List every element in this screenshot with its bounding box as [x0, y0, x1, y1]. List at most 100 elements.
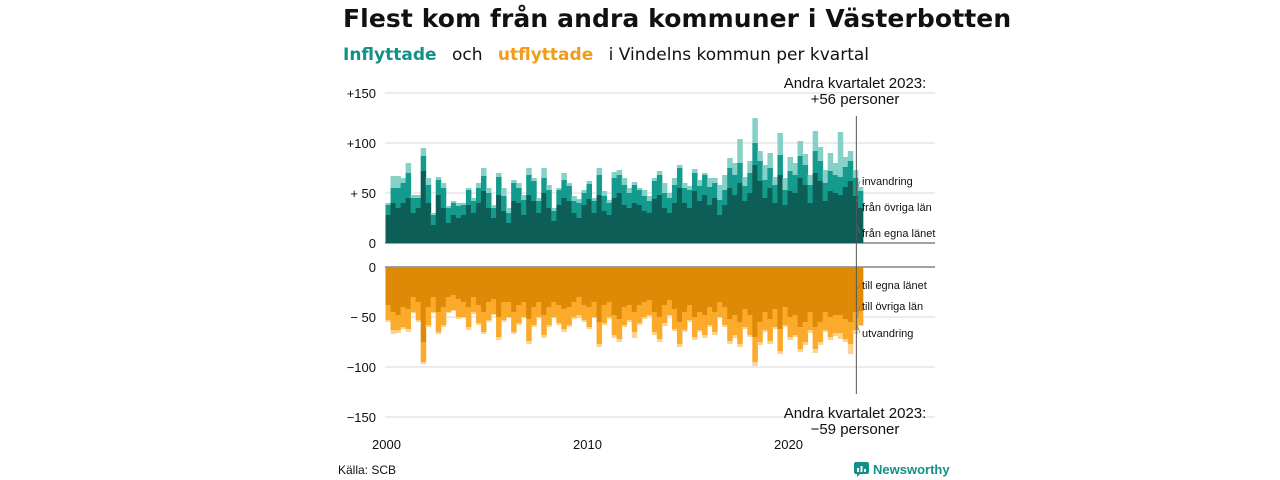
- bar-out-own-county: [425, 267, 432, 307]
- bar-out-own-county: [656, 267, 663, 317]
- bar-out-own-county: [752, 267, 758, 337]
- label-leader: [857, 325, 861, 334]
- bar-in-other-counties: [561, 180, 567, 198]
- series-label: från egna länet: [862, 228, 935, 240]
- bar-out-abroad: [566, 325, 572, 327]
- bar-in-other-counties: [475, 188, 482, 203]
- bar-in-own-county: [802, 185, 809, 243]
- bar-in-abroad: [737, 139, 743, 163]
- bar-out-other-counties: [656, 317, 663, 339]
- bar-in-abroad: [656, 171, 663, 175]
- series-label: till egna länet: [862, 280, 927, 292]
- bar-out-abroad: [762, 330, 768, 332]
- bar-in-other-counties: [506, 213, 512, 223]
- bar-in-abroad: [475, 183, 482, 188]
- bar-out-other-counties: [465, 307, 472, 327]
- bar-in-other-counties: [531, 181, 537, 201]
- bar-out-abroad: [450, 310, 457, 311]
- bar-out-own-county: [847, 267, 854, 322]
- bar-out-other-counties: [857, 311, 864, 325]
- bar-in-abroad: [616, 170, 623, 175]
- bar-in-own-county: [536, 213, 542, 243]
- bar-in-own-county: [460, 215, 467, 243]
- bar-in-own-county: [842, 187, 849, 243]
- bar-in-other-counties: [661, 193, 668, 208]
- bar-out-abroad: [827, 337, 834, 340]
- bar-out-other-counties: [626, 305, 633, 320]
- bar-in-own-county: [506, 223, 512, 243]
- bar-out-abroad: [511, 332, 517, 334]
- bar-out-own-county: [465, 267, 472, 307]
- bar-in-own-county: [571, 213, 577, 243]
- bar-in-own-county: [692, 191, 698, 243]
- bar-in-other-counties: [410, 198, 417, 213]
- subtitle-rest: i Vindelns kommun per kvartal: [608, 45, 870, 65]
- bar-in-other-counties: [837, 177, 844, 195]
- bar-out-own-county: [707, 267, 713, 307]
- bar-in-own-county: [827, 191, 834, 243]
- bar-out-abroad: [757, 342, 763, 345]
- bar-out-own-county: [541, 267, 547, 315]
- bar-in-other-counties: [586, 184, 592, 199]
- bar-in-own-county: [792, 193, 799, 243]
- bar-in-abroad: [732, 163, 738, 175]
- bar-in-own-county: [410, 213, 417, 243]
- bar-in-own-county: [611, 198, 618, 243]
- bar-in-other-counties: [566, 186, 572, 201]
- bar-out-abroad: [571, 317, 577, 319]
- bar-out-abroad: [526, 341, 532, 344]
- bar-out-abroad: [390, 330, 397, 334]
- bar-out-other-counties: [450, 295, 457, 310]
- bar-out-own-county: [531, 267, 537, 307]
- bar-out-other-counties: [757, 322, 763, 342]
- bar-in-abroad: [576, 199, 582, 203]
- bar-in-other-counties: [857, 191, 864, 208]
- bar-out-other-counties: [491, 299, 497, 314]
- bar-out-abroad: [681, 330, 688, 332]
- bar-out-other-counties: [752, 337, 758, 362]
- bar-in-abroad: [742, 177, 748, 186]
- bar-in-abroad: [852, 170, 859, 178]
- bar-out-own-county: [460, 267, 467, 302]
- bar-in-abroad: [717, 185, 723, 200]
- bar-in-abroad: [792, 163, 799, 175]
- bar-out-own-county: [450, 267, 457, 295]
- bar-in-other-counties: [516, 188, 522, 203]
- bar-in-abroad: [521, 195, 527, 200]
- bar-in-abroad: [671, 178, 678, 185]
- bar-in-own-county: [671, 203, 678, 243]
- bar-in-abroad: [661, 183, 668, 193]
- bar-in-other-counties: [802, 165, 809, 185]
- bar-in-abroad: [676, 165, 683, 168]
- bar-out-other-counties: [385, 305, 391, 320]
- bar-in-own-county: [666, 213, 673, 243]
- bar-in-abroad: [747, 161, 753, 173]
- bar-in-abroad: [395, 176, 402, 188]
- bar-in-own-county: [707, 205, 713, 243]
- bar-in-other-counties: [415, 198, 422, 208]
- bar-out-own-county: [636, 267, 643, 305]
- bar-in-own-county: [807, 203, 814, 243]
- bar-in-other-counties: [470, 201, 477, 213]
- bar-in-other-counties: [541, 178, 547, 193]
- bar-out-own-county: [807, 267, 814, 312]
- bar-out-other-counties: [621, 307, 628, 325]
- bar-out-own-county: [722, 267, 728, 307]
- bar-out-own-county: [480, 267, 487, 312]
- bar-in-other-counties: [420, 156, 427, 171]
- bar-in-other-counties: [395, 188, 402, 208]
- bar-out-own-county: [842, 267, 849, 319]
- series-label: från övriga län: [862, 202, 932, 214]
- bar-in-other-counties: [692, 173, 698, 191]
- bar-in-other-counties: [807, 185, 814, 203]
- y-tick-label: + 50: [350, 186, 376, 201]
- bar-in-own-county: [837, 195, 844, 243]
- bar-out-own-county: [747, 267, 753, 315]
- bar-in-other-counties: [606, 203, 613, 215]
- bar-out-abroad: [747, 335, 753, 337]
- bar-out-other-counties: [475, 305, 482, 323]
- bar-in-other-counties: [762, 180, 768, 198]
- bar-in-own-county: [501, 211, 507, 243]
- bar-in-abroad: [777, 133, 783, 155]
